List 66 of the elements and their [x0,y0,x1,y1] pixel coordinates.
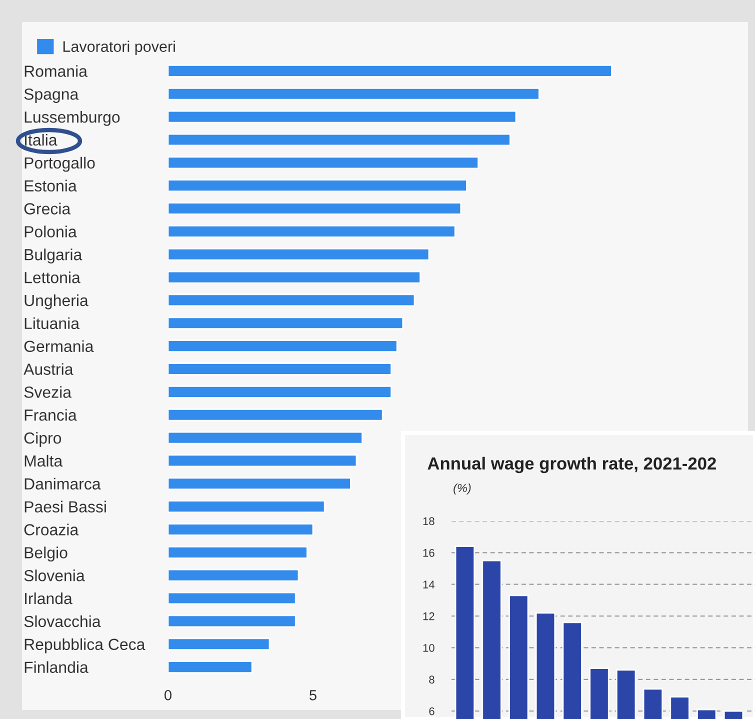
y-tick-label: Francia [24,409,77,421]
y-tick-label: 12 [423,612,434,620]
bar [168,408,384,422]
y-tick-label: Belgio [24,546,68,562]
bar [168,500,326,513]
y-tick-label: 16 [423,548,434,557]
y-tick-label: Germania [24,340,94,352]
y-tick-label: Austria [24,363,74,375]
bar [168,638,270,651]
bar [168,133,511,146]
bar [168,179,468,192]
y-tick-label: Spagna [24,88,79,103]
y-tick-label: Slovenia [24,570,85,582]
legend-label: Lavoratori poveri [63,40,175,55]
y-tick-label: Romania [24,65,88,77]
y-tick-label: Finlandia [24,661,88,673]
y-tick-label: Danimarca [24,478,101,490]
chart-title: Annual wage growth rate, 2021-202 [428,456,716,474]
bar [168,592,296,605]
y-tick-label: Lussemburgo [24,111,120,126]
bar [168,340,398,352]
bar [168,202,462,215]
y-tick-label: 8 [429,676,434,684]
y-tick-label: Ungheria [24,294,88,310]
bar [168,294,416,307]
bar [168,614,296,628]
y-tick-label: 14 [423,580,435,588]
bar [168,156,479,170]
bar [168,248,430,261]
bar [168,523,314,536]
bar [168,454,358,468]
bar [168,546,308,559]
bar [168,477,352,490]
y-tick-label: Bulgaria [24,248,82,264]
y-tick-label: Slovacchia [24,615,101,628]
bar [168,362,392,376]
y-tick-label: Malta [24,454,63,467]
y-tick-label: Irlanda [25,592,72,604]
y-tick-label: 6 [429,707,434,716]
bar [168,568,300,582]
chart-subtitle: (%) [454,483,471,494]
bar [168,431,363,444]
y-tick-label: Portogallo [24,156,95,172]
y-tick-label: 10 [423,644,434,652]
y-tick-label: Svezia [24,386,72,398]
y-tick-label: Polonia [24,226,77,238]
bar [168,316,404,330]
x-tick-label: 5 [310,690,316,700]
y-tick-label: 18 [423,517,434,526]
bar [168,660,253,674]
bar [168,270,421,284]
bar [168,110,517,124]
y-tick-label: Italia [25,134,58,146]
y-tick-label: Lituania [24,317,80,330]
y-tick-label: Croazia [24,524,79,536]
bar [168,386,392,398]
bar [168,64,612,78]
bar [168,87,540,100]
y-tick-label: Estonia [24,180,77,192]
y-tick-label: Repubblica Ceca [24,638,146,654]
x-tick-label: 0 [164,690,172,700]
y-tick-label: Paesi Bassi [24,500,106,512]
y-tick-label: Grecia [24,202,71,214]
y-tick-label: Lettonia [24,272,80,284]
y-tick-label: Cipro [24,432,62,447]
bar [168,225,456,238]
